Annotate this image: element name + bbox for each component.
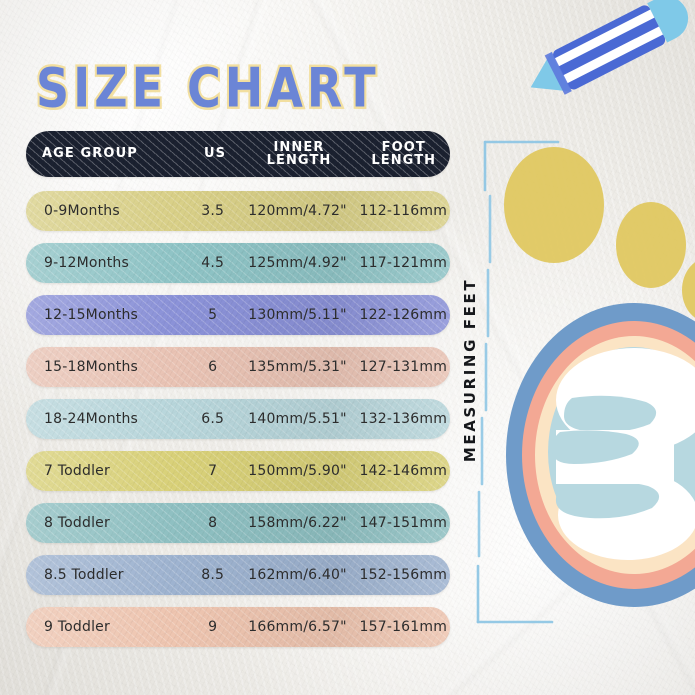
pencil-icon: [530, 0, 689, 95]
cell-us: 8.5: [201, 567, 225, 583]
header-foot-length-line1: FOOT: [381, 139, 426, 155]
cell-age-group: 9-12Months: [44, 255, 129, 271]
cell-age-group: 8.5 Toddler: [44, 567, 124, 583]
cell-foot-length: 117-121mm: [359, 255, 448, 271]
cell-inner-length: 162mm/6.40": [248, 567, 347, 583]
page-title: SIZE CHART: [34, 54, 380, 122]
cell-age-group: 7 Toddler: [44, 463, 110, 479]
toe-large: [504, 147, 604, 263]
table-header-row: AGE GROUP US INNER LENGTH FOOT LENGTH: [26, 131, 450, 177]
table-row: 7 Toddler 7 150mm/5.90" 142-146mm: [26, 451, 450, 491]
header-foot-length-line2: LENGTH: [371, 153, 437, 168]
measuring-feet-label: MEASURING FEET: [455, 255, 485, 485]
cell-age-group: 12-15Months: [44, 307, 139, 323]
illustration-panel: [452, 0, 695, 695]
header-age-group: AGE GROUP: [42, 146, 138, 162]
table-row: 0-9Months 3.5 120mm/4.72" 112-116mm: [26, 191, 450, 231]
header-inner-length-line2: LENGTH: [266, 153, 332, 168]
cell-foot-length: 142-146mm: [359, 463, 448, 479]
cell-inner-length: 166mm/6.57": [248, 619, 347, 635]
cell-us: 8: [208, 515, 218, 531]
cell-foot-length: 127-131mm: [359, 359, 448, 375]
header-inner-length: INNER LENGTH: [241, 139, 358, 168]
cell-foot-length: 147-151mm: [359, 515, 448, 531]
header-foot-length: FOOT LENGTH: [358, 139, 450, 168]
cell-age-group: 15-18Months: [44, 359, 139, 375]
cell-us: 3.5: [201, 203, 225, 219]
table-row: 8 Toddler 8 158mm/6.22" 147-151mm: [26, 503, 450, 543]
cell-foot-length: 152-156mm: [359, 567, 448, 583]
measuring-feet-text: MEASURING FEET: [461, 277, 480, 463]
table-row: 8.5 Toddler 8.5 162mm/6.40" 152-156mm: [26, 555, 450, 595]
table-row: 18-24Months 6.5 140mm/5.51" 132-136mm: [26, 399, 450, 439]
cell-inner-length: 130mm/5.11": [248, 307, 347, 323]
toe-small: [682, 262, 695, 318]
cell-inner-length: 135mm/5.31": [248, 359, 347, 375]
cell-inner-length: 158mm/6.22": [248, 515, 347, 531]
table-row: 9-12Months 4.5 125mm/4.92" 117-121mm: [26, 243, 450, 283]
cell-age-group: 0-9Months: [44, 203, 120, 219]
cell-us: 5: [208, 307, 218, 323]
cell-age-group: 18-24Months: [44, 411, 139, 427]
cell-foot-length: 122-126mm: [359, 307, 448, 323]
toe-medium: [616, 202, 686, 288]
measuring-frame-icon: [476, 140, 560, 624]
header-us: US: [203, 146, 227, 162]
cell-inner-length: 140mm/5.51": [248, 411, 347, 427]
cell-foot-length: 132-136mm: [359, 411, 448, 427]
header-inner-length-line1: INNER: [273, 139, 325, 155]
cell-us: 6: [208, 359, 218, 375]
cell-inner-length: 150mm/5.90": [248, 463, 347, 479]
size-chart-table: AGE GROUP US INNER LENGTH FOOT LENGTH 0-…: [26, 131, 450, 659]
cell-us: 7: [208, 463, 218, 479]
cell-age-group: 8 Toddler: [44, 515, 110, 531]
cell-us: 9: [208, 619, 218, 635]
footprint-sole: [552, 348, 695, 560]
cell-foot-length: 157-161mm: [359, 619, 448, 635]
cell-foot-length: 112-116mm: [359, 203, 448, 219]
cell-inner-length: 120mm/4.72": [248, 203, 347, 219]
cell-inner-length: 125mm/4.92": [248, 255, 347, 271]
cell-age-group: 9 Toddler: [44, 619, 110, 635]
cell-us: 6.5: [201, 411, 225, 427]
table-row: 9 Toddler 9 166mm/6.57" 157-161mm: [26, 607, 450, 647]
table-body: 0-9Months 3.5 120mm/4.72" 112-116mm 9-12Mont…: [26, 191, 450, 647]
table-row: 12-15Months 5 130mm/5.11" 122-126mm: [26, 295, 450, 335]
table-row: 15-18Months 6 135mm/5.31" 127-131mm: [26, 347, 450, 387]
cell-us: 4.5: [201, 255, 225, 271]
